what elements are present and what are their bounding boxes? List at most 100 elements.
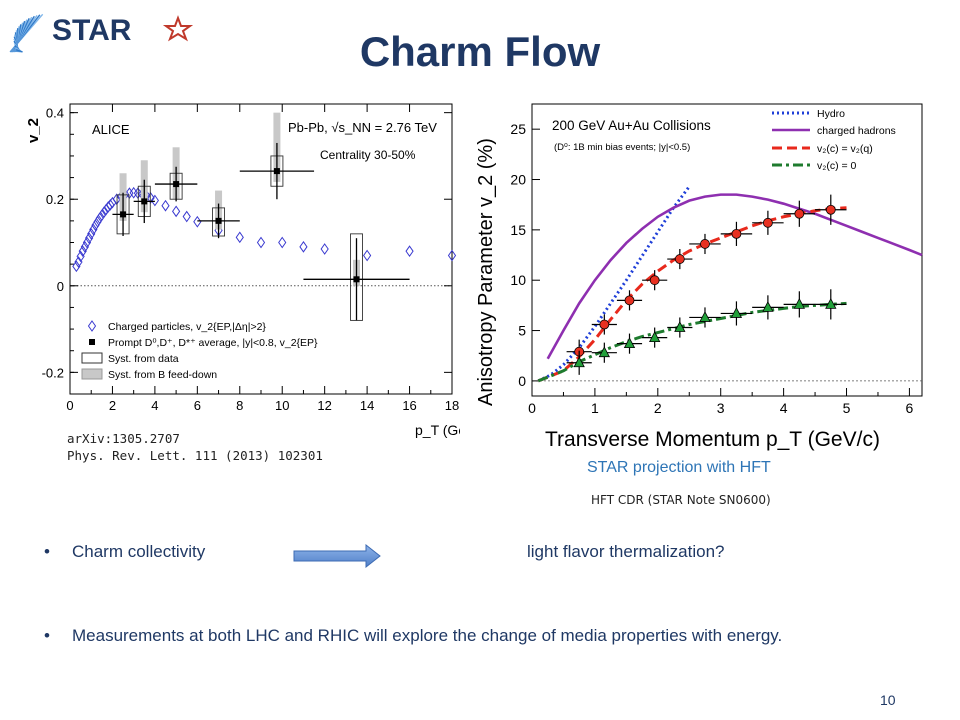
legend-marker-syst-b [81,368,103,380]
charged-hadrons-curve [546,193,923,360]
bullet-measurements: • Measurements at both LHC and RHIC will… [44,619,902,653]
charged-particle-point [72,260,81,273]
charged-particle-point [172,205,181,218]
d-meson-point [141,198,148,205]
x-tick-label: 14 [360,398,374,413]
charged-particle-point [91,219,100,232]
x-tick-label: 0 [66,398,73,413]
bullet-charm-collectivity: • Charm collectivity [44,542,206,562]
charm-data-point [649,275,660,286]
y-tick-label: 5 [518,323,526,339]
y-tick-label: 0.2 [46,192,64,207]
bullet-light-flavor: light flavor thermalization? [527,542,725,561]
d-meson-point [173,181,180,188]
x-tick-label: 2 [654,400,662,416]
nocharm-data-point [648,331,661,343]
y-tick-label: 10 [510,272,526,288]
reference-arxiv: arXiv:1305.2707 [67,431,180,446]
charged-particle-point [87,227,96,240]
y-tick-label: 15 [510,222,526,238]
logo-text: STAR [52,14,132,47]
star-logo: STAR [9,13,194,53]
charged-particle-point [80,240,89,253]
no-charm-flow-curve [537,301,847,383]
d-meson-point [353,276,360,283]
x-tick-label: 4 [780,400,788,416]
centrality-label: Centrality 30-50% [320,148,416,162]
legend-label: v₂(c) = v₂(q) [817,143,873,155]
legend-label: v₂(c) = 0 [817,160,857,172]
x-tick-label: 18 [445,398,459,413]
charged-particle-point [447,249,457,262]
charged-particle-point [256,236,266,249]
x-tick-label: 5 [843,400,851,416]
nocharm-data-point [598,346,611,358]
nocharm-data-point [573,356,585,368]
charged-particle-point [89,223,98,236]
charged-particle-point [278,236,287,249]
nocharm-data-point [825,298,837,309]
charm-data-point [700,239,710,249]
bullet-dot: • [44,626,50,645]
legend-label: charged hadrons [817,125,896,137]
alice-reference: arXiv:1305.2707 Phys. Rev. Lett. 111 (20… [67,430,323,464]
logo-ray [16,49,23,53]
x-tick-label: 16 [402,398,416,413]
d-meson-point [215,217,222,224]
y-tick-label: 0 [57,279,64,294]
y-tick-label: -0.2 [42,365,64,380]
d-meson-point [120,211,127,218]
charged-particle-point [99,206,109,219]
bullet-text: Charm collectivity [72,542,206,561]
legend-label: Syst. from B feed-down [108,369,217,381]
d-meson-point [273,168,280,175]
charged-particle-point [193,215,202,228]
charged-particle-point [97,209,106,222]
nocharm-data-point [793,298,806,309]
charged-particle-point [299,240,308,253]
charged-particle-point [320,243,329,255]
charm-data-point [599,319,610,330]
slide-title: Charm Flow [359,28,601,75]
nocharm-data-point [730,307,743,318]
x-tick-label: 6 [194,398,201,413]
bullet-dot: • [44,542,50,561]
charged-particle-point [363,249,372,262]
star-projection-caption: STAR projection with HFT [587,459,771,476]
system-label: 200 GeV Au+Au Collisions [552,118,711,133]
alice-v2-chart: 0 2 4 6 8 10 12 14 16 18 -0.2 0 0.2 0.4 p_T (GeV/c) v_2… [25,103,460,438]
legend-label: Syst. from data [108,353,179,365]
y-tick-label: 25 [510,121,526,137]
charm-data-point [624,295,635,306]
x-tick-label: 6 [906,400,914,416]
charged-particle-point [182,210,191,223]
nocharm-data-point [674,321,686,332]
charm-data-point [825,204,836,215]
x-tick-label: 4 [151,398,158,413]
legend-marker-syst-data [81,352,103,364]
legend-label: Charged particles, v_2{EP,|Δη|>2} [108,321,266,333]
charged-particle-point [161,199,170,212]
plot-frame [531,103,923,397]
subtitle-label: (D⁰: 1B min bias events; |y|<0.5) [554,142,690,153]
charged-particle-point [106,198,115,211]
x-axis-label: Transverse Momentum p_T (GeV/c) [545,428,880,451]
legend-marker-dmeson [89,339,95,345]
x-tick-label: 8 [236,398,243,413]
star-v2-projection-chart: 0 1 2 3 4 5 6 0 5 10 15 20 25 Transverse Momentum p_T… [475,103,923,451]
page-number: 10 [880,692,896,708]
charged-particle-point [84,232,94,245]
x-tick-label: 10 [275,398,289,413]
charm-data-point [762,217,773,228]
charged-particle-point [150,194,159,207]
logo-burst [9,13,44,53]
charged-particle-point [78,245,87,258]
reference-journal: Phys. Rev. Lett. 111 (2013) 102301 [67,448,323,463]
y-axis-label: Anisotropy Parameter v_2 (%) [475,138,497,406]
y-tick-label: 0 [518,373,526,389]
charm-data-point [794,208,805,219]
x-tick-label: 12 [317,398,331,413]
nocharm-data-point [762,301,774,312]
charged-particle-point [76,250,85,263]
y-tick-label: 20 [510,172,526,188]
